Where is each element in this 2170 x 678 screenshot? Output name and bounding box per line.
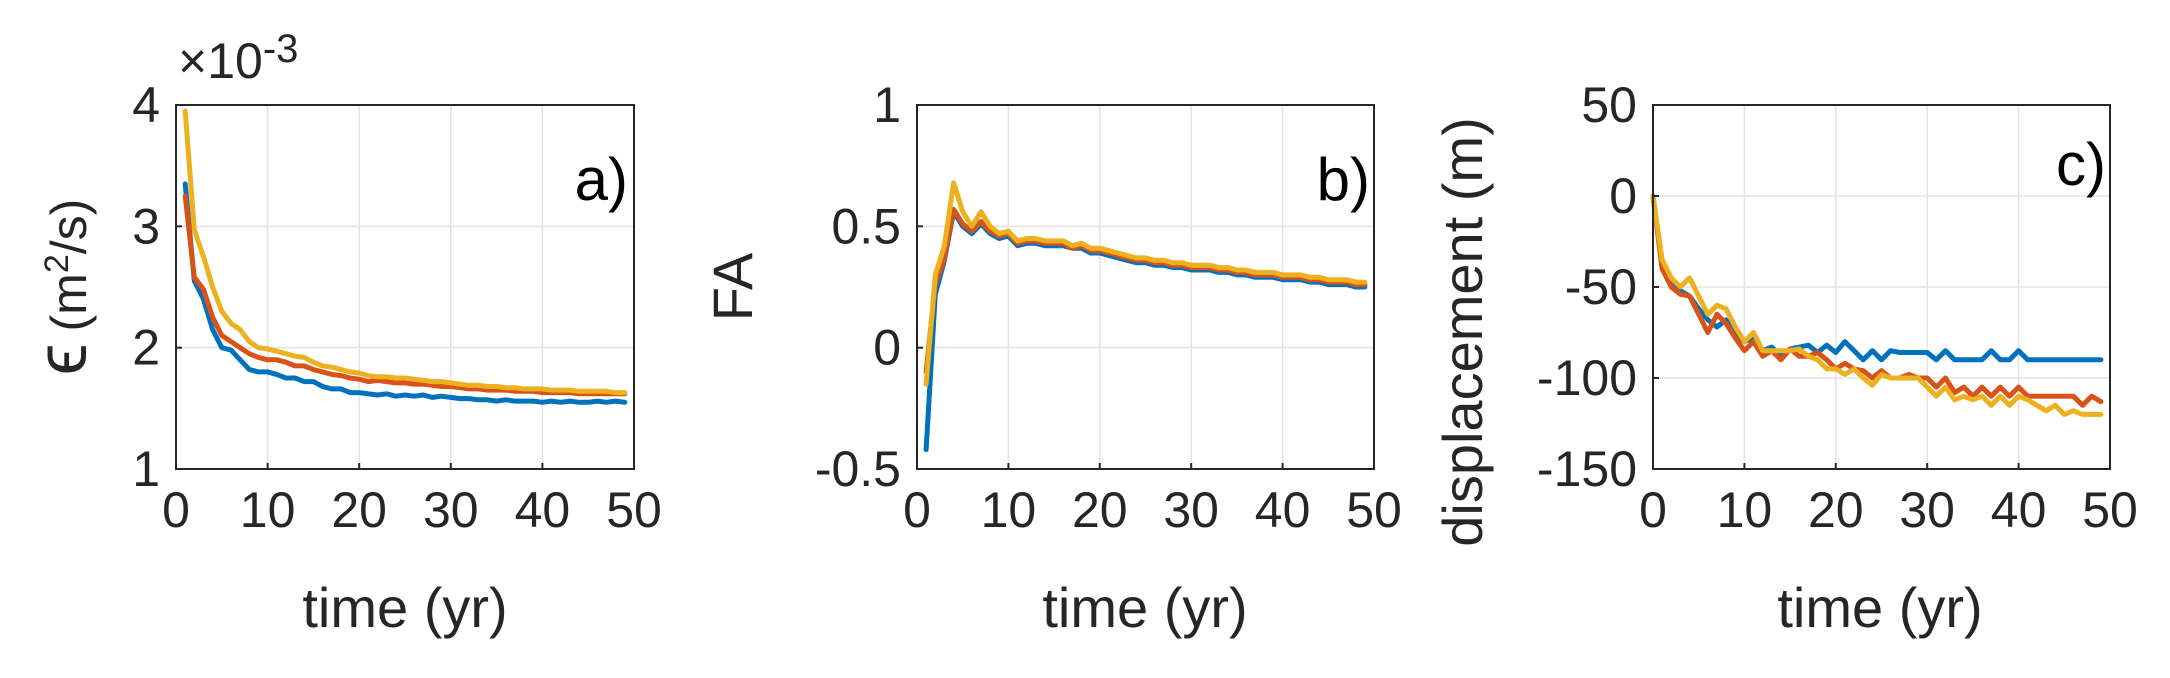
- panel-a-label: a): [575, 146, 628, 213]
- panel-b-x-axis-label: time (yr): [1042, 576, 1247, 639]
- panel-a-exponent-power: -3: [263, 27, 299, 71]
- panel-a-series-line-1: [182, 181, 628, 405]
- panel-c-y-tick-label-0: -150: [1537, 441, 1637, 497]
- panel-a-x-tick-label-5: 50: [606, 482, 662, 538]
- panel-b-x-tick-label-0: 0: [903, 482, 931, 538]
- panel-a-y-axis-unit-sup: 2: [38, 254, 76, 273]
- panel-a-y-tick-label-2: 3: [132, 198, 160, 254]
- panel-c-x-ticks: 0 10 20 30 40 50: [1639, 463, 2138, 538]
- panel-a-y-axis-unit-open: (m: [41, 273, 97, 331]
- panel-a-x-tick-label-4: 40: [515, 482, 571, 538]
- panel-a-y-tick-label-1: 2: [132, 320, 160, 376]
- panel-c-x-tick-label-0: 0: [1639, 482, 1667, 538]
- panel-c-y-tick-label-1: -100: [1537, 350, 1637, 406]
- panel-c-x-axis-label: time (yr): [1777, 576, 1982, 639]
- panel-b-x-ticks: 0 10 20 30 40 50: [903, 463, 1402, 538]
- panel-c-x-tick-label-2: 20: [1808, 482, 1864, 538]
- panel-c-series: [1650, 193, 2104, 417]
- panel-a-x-tick-label-0: 0: [162, 482, 190, 538]
- panel-b-x-tick-label-5: 50: [1346, 482, 1402, 538]
- panel-b-y-tick-label-0: -0.5: [815, 441, 901, 497]
- panel-c-x-tick-label-3: 30: [1899, 482, 1955, 538]
- panel-c-x-tick-label-1: 10: [1717, 482, 1773, 538]
- panel-c-y-tick-label-3: 0: [1609, 168, 1637, 224]
- panel-a-x-tick-label-2: 20: [331, 482, 387, 538]
- panel-b-series-line-1: [923, 209, 1368, 453]
- panel-b-y-axis-label: FA: [701, 252, 764, 321]
- panel-a-y-tick-label-0: 1: [132, 441, 160, 497]
- panel-b: 0 10 20 30 40 50 -0.500.51 time (yr) FA b): [701, 77, 1402, 639]
- panel-a-exponent-label: ×10-3: [178, 27, 298, 89]
- panel-a-y-axis-unit-close: /s): [41, 199, 97, 255]
- panel-a-x-axis-label: time (yr): [302, 576, 507, 639]
- panel-b-axes-box: [916, 104, 1375, 470]
- panel-a-axes-box: [175, 104, 635, 470]
- panel-b-y-ticks: -0.5 0 0.5 1: [815, 77, 923, 497]
- panel-c-series-line-2: [1650, 193, 2104, 408]
- panel-b-series: [923, 180, 1368, 453]
- panel-c: 0 10 20 30 40 50 -150 -100 -50 0 50 time (yr) dis…: [1431, 77, 2138, 639]
- panel-a-series: [182, 108, 628, 405]
- panel-a-y-axis-symbol: ϵ: [22, 343, 102, 375]
- panel-c-y-tick-label-4: 50: [1581, 77, 1637, 133]
- panel-c-y-ticks: -150 -100 -50 0 50: [1537, 77, 1659, 497]
- panel-c-series-line-1: [1650, 193, 2104, 363]
- panel-a-grid: [176, 105, 634, 469]
- panel-b-y-tick-label-1: 0: [873, 320, 901, 376]
- panel-a-x-tick-label-3: 30: [423, 482, 479, 538]
- panel-b-x-tick-label-2: 20: [1072, 482, 1128, 538]
- panel-a-exponent-base: ×10: [178, 33, 263, 89]
- panel-c-grid: [1653, 105, 2110, 469]
- panel-a-y-ticks: 1 2 3 4: [132, 77, 182, 497]
- panel-b-label: b): [1317, 146, 1370, 213]
- panel-a-y-axis-label: ϵ (m2/s): [22, 199, 102, 376]
- panel-c-x-tick-label-4: 40: [1991, 482, 2047, 538]
- panel-a-x-ticks: 0 10 20 30 40 50: [162, 463, 662, 538]
- panel-c-series-line-3: [1650, 193, 2104, 417]
- panel-c-y-axis-label: displacement (m): [1431, 117, 1494, 546]
- panel-a-x-tick-label-1: 10: [240, 482, 296, 538]
- panel-c-label: c): [2056, 131, 2106, 198]
- panel-c-y-tick-label-2: -50: [1565, 259, 1637, 315]
- panel-b-x-tick-label-3: 30: [1163, 482, 1219, 538]
- panel-b-y-tick-label-3: 1: [873, 77, 901, 133]
- panel-b-x-tick-label-1: 10: [981, 482, 1037, 538]
- panel-a-y-tick-label-3: 4: [132, 77, 160, 133]
- panel-b-series-line-3: [923, 180, 1368, 387]
- panel-b-grid: [917, 105, 1374, 469]
- panel-a-series-line-3: [182, 108, 628, 396]
- panel-b-x-tick-label-4: 40: [1255, 482, 1311, 538]
- panel-b-y-tick-label-2: 0.5: [831, 198, 901, 254]
- panel-c-x-tick-label-5: 50: [2082, 482, 2138, 538]
